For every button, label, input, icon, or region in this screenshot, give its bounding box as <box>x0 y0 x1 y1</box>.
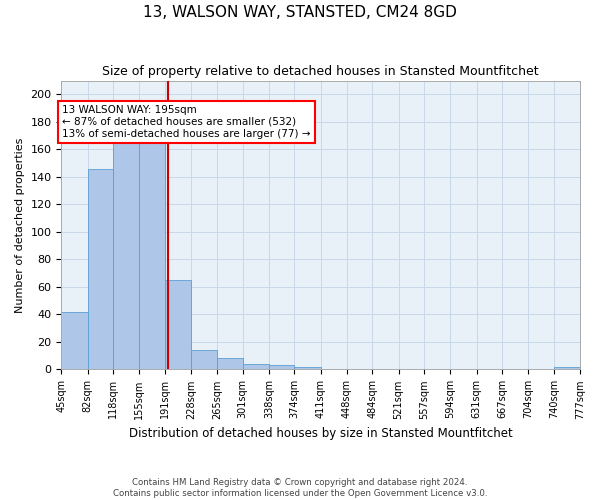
Text: Contains HM Land Registry data © Crown copyright and database right 2024.
Contai: Contains HM Land Registry data © Crown c… <box>113 478 487 498</box>
X-axis label: Distribution of detached houses by size in Stansted Mountfitchet: Distribution of detached houses by size … <box>129 427 512 440</box>
Bar <box>295 366 321 370</box>
Y-axis label: Number of detached properties: Number of detached properties <box>15 138 25 312</box>
Bar <box>217 358 243 370</box>
Bar <box>269 366 295 370</box>
Bar <box>113 137 139 370</box>
Bar <box>243 364 269 370</box>
Bar <box>88 168 113 370</box>
Text: 13 WALSON WAY: 195sqm
← 87% of detached houses are smaller (532)
13% of semi-det: 13 WALSON WAY: 195sqm ← 87% of detached … <box>62 106 311 138</box>
Bar <box>165 280 191 370</box>
Bar <box>139 137 165 370</box>
Text: 13, WALSON WAY, STANSTED, CM24 8GD: 13, WALSON WAY, STANSTED, CM24 8GD <box>143 5 457 20</box>
Bar <box>554 366 580 370</box>
Title: Size of property relative to detached houses in Stansted Mountfitchet: Size of property relative to detached ho… <box>103 65 539 78</box>
Bar <box>61 312 88 370</box>
Bar <box>191 350 217 370</box>
